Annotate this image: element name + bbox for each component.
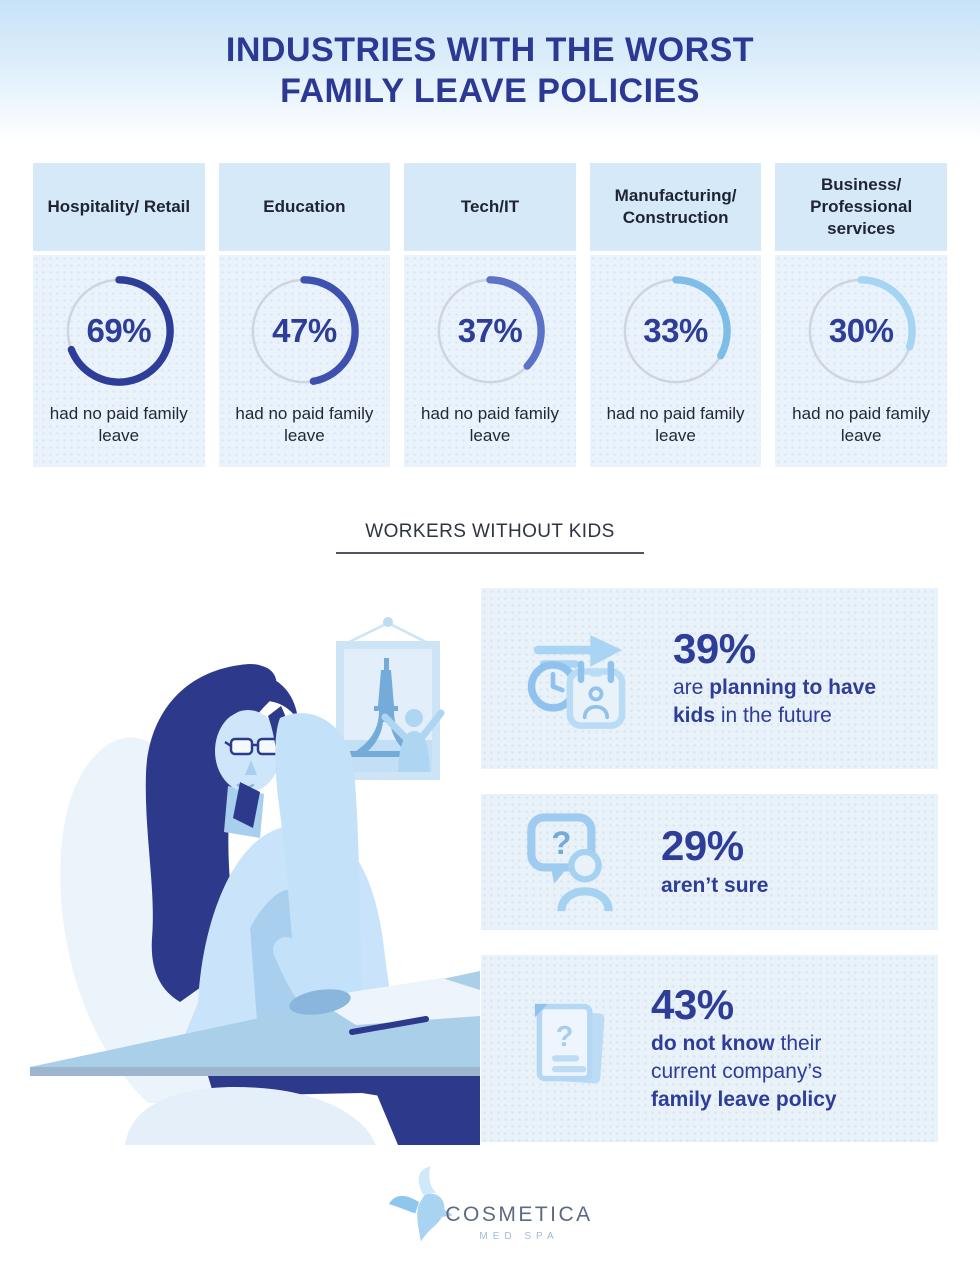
donut-chart: 30% [802,272,920,390]
donut-percent-label: 33% [643,311,708,349]
documents-question-icon: ? [525,996,615,1100]
industry-card-tech-it: Tech/IT 37% had no paid family leave [404,162,576,467]
industry-card-business-professional: Business/ Professional services 30% had … [775,162,947,467]
stat-text-block: 29% aren’t sure [661,824,768,899]
torso-shade [250,889,302,1034]
industry-card-manufacturing-construction: Manufacturing/ Construction 33% had no p… [589,162,762,467]
donut-ring [435,276,545,386]
page-title-line2: FAMILY LEAVE POLICIES [280,72,700,111]
calendar-clock-arrow-icon [525,626,637,730]
svg-text:?: ? [551,824,571,861]
donut-ring [806,276,916,386]
donut-ring [620,276,731,386]
wall-picture-frame [336,616,445,780]
donut-percent-label: 30% [828,311,894,349]
stats-column: 39% are planning to have kids in the futu… [481,587,938,1145]
stat-box-planning-kids: 39% are planning to have kids in the futu… [481,587,938,769]
industry-cards-row: Hospitality/ Retail 69% had no paid fami… [33,162,947,467]
section-title-underline [336,551,644,554]
donut-percent-label: 47% [272,311,337,349]
framed-person [381,708,445,772]
nose-shade [245,759,257,775]
page-title: INDUSTRIES WITH THE WORST FAMILY LEAVE P… [0,0,980,113]
top-gradient-banner [0,0,980,142]
donut-ring [249,276,360,386]
paper [313,977,480,1025]
donut-percent-label: 37% [457,311,523,349]
phone [233,781,260,828]
stat-box-arent-sure: ? 29% aren’t sure [481,793,938,930]
logo-text: COSMETICA MED SPA [445,1169,592,1242]
industry-card-title: Manufacturing/ Construction [589,162,762,251]
glasses [224,737,281,756]
writing-hand [289,989,351,1015]
industry-card-title: Education [218,162,391,251]
hummingbird-icon [387,1165,454,1248]
industry-card-body: 37% had no paid family leave [404,254,576,467]
stat-description: aren’t sure [661,873,769,897]
industry-card-title: Business/ Professional services [775,162,947,251]
industry-card-body: 33% had no paid family leave [589,254,762,467]
section-title: WORKERS WITHOUT KIDS [365,520,615,542]
industry-card-body: 47% had no paid family leave [218,254,391,467]
donut-chart: 47% [245,272,363,390]
leg [375,1079,480,1145]
stat-box-dont-know-policy: ? 43% do not know their current company’s… [481,954,938,1142]
logo: COSMETICA MED SPA [0,1166,980,1248]
desk-front-edge [30,1066,480,1076]
stat-description: do not know their current company’s family… [651,1032,837,1111]
woman-at-desk-graphic [30,616,480,1145]
industry-card-title: Tech/IT [404,162,576,251]
industry-card-body: 30% had no paid family leave [775,254,947,467]
stat-description: are planning to have kids in the future [673,676,877,727]
donut-chart: 69% [60,272,178,390]
page-title-line1: INDUSTRIES WITH THE WORST [225,31,755,69]
pen [349,1015,429,1035]
stat-percent: 39% [673,624,756,672]
hair-fringe [213,674,298,730]
donut-chart: 33% [617,272,735,390]
donut-caption: had no paid family leave [606,403,745,446]
industry-card-title: Hospitality/ Retail [33,162,205,251]
skirt [208,1075,480,1112]
donut-caption: had no paid family leave [235,403,374,446]
donut-chart: 37% [431,272,549,390]
donut-ring [63,276,174,386]
svg-text:?: ? [556,1022,574,1054]
question-bubble-person-icon: ? [525,810,625,914]
industry-card-education: Education 47% had no paid family leave [218,162,391,467]
eiffel-tower [348,657,425,757]
workers-without-kids-section: 39% are planning to have kids in the futu… [0,587,980,1145]
hair-back [145,663,277,1002]
stat-text-block: 39% are planning to have kids in the futu… [673,624,877,730]
stat-percent: 29% [661,822,744,870]
industry-card-body: 69% had no paid family leave [33,254,205,467]
donut-percent-label: 69% [86,311,152,349]
logo-subtext: MED SPA [479,1230,559,1242]
stat-text-block: 43% do not know their current company’s fa… [651,981,837,1114]
logo-wordmark: COSMETICA [445,1202,593,1226]
chair-base [125,1086,376,1145]
illustration-woman-at-desk [30,588,480,1145]
donut-caption: had no paid family leave [420,403,559,446]
industry-card-hospitality-retail: Hospitality/ Retail 69% had no paid fami… [33,162,205,467]
donut-caption: had no paid family leave [49,403,188,446]
donut-caption: had no paid family leave [792,403,931,446]
stat-percent: 43% [651,981,734,1028]
